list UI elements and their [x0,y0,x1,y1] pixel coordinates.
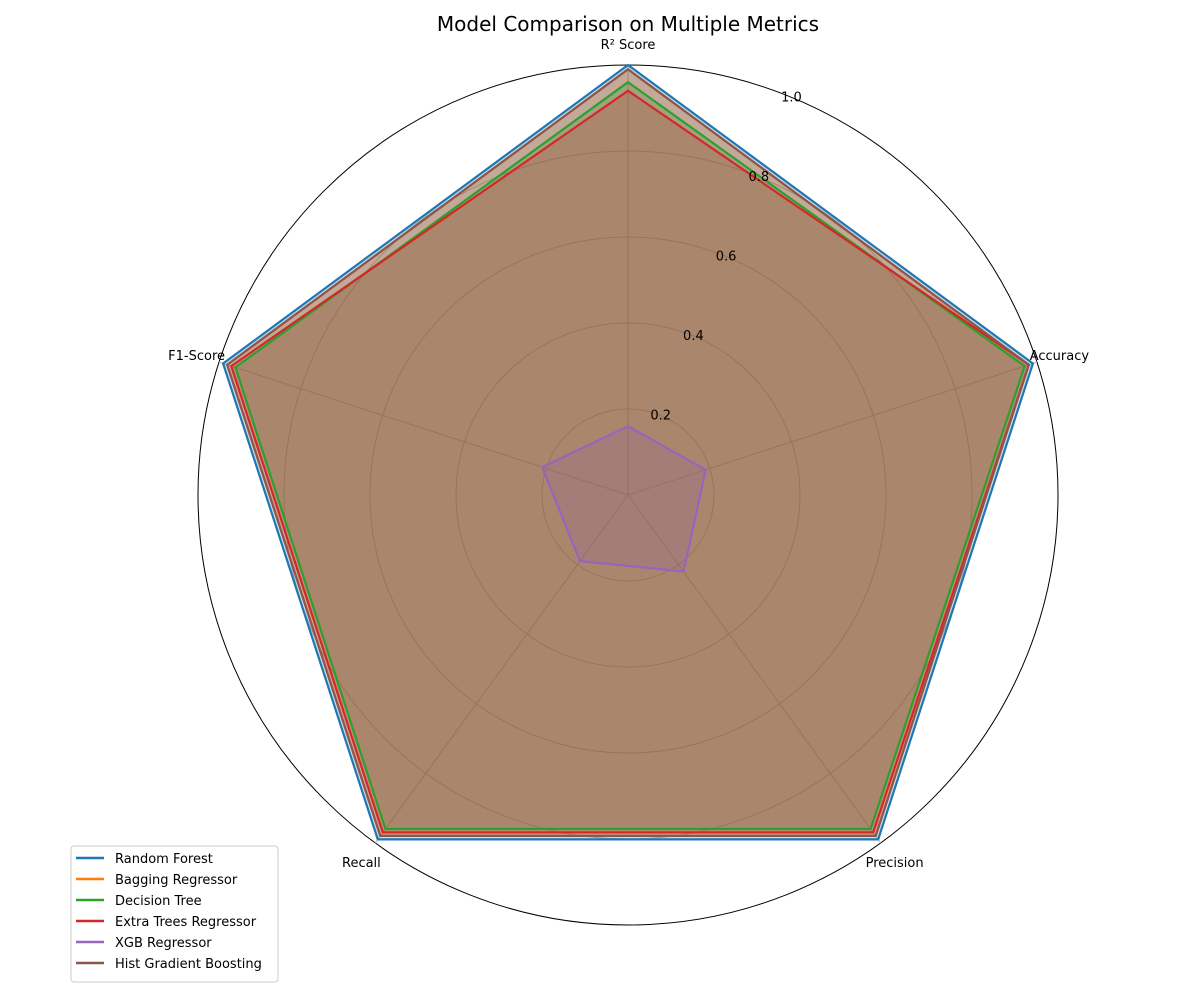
grid-spoke [218,361,629,496]
series-fill [227,69,1029,836]
series-line [222,63,1035,841]
series-line [234,81,1026,831]
axis-label: R² Score [601,38,656,53]
chart-title: Model Comparison on Multiple Metrics [437,12,819,36]
axis-label: Recall [342,856,381,871]
legend: Random Forest Bagging Regressor Decision T… [70,845,279,983]
series-fills [223,65,1033,840]
legend-label: Decision Tree [115,894,202,909]
series-fill [542,426,706,572]
series-line [226,68,1030,838]
legend-label: Bagging Regressor [115,873,238,888]
series-fill [227,69,1029,836]
series-line [540,425,707,573]
grid-spoke [627,494,882,844]
series-line [230,89,1030,834]
legend-label: Random Forest [115,852,213,867]
legend-label: XGB Regressor [115,936,212,951]
radial-tick-label: 0.4 [683,329,704,344]
series-fill [231,90,1029,833]
radial-tick-labels: 0.2 0.4 0.6 0.8 1.0 [650,90,801,423]
series-fill [235,82,1025,829]
grid-spoke [374,494,629,844]
grid-spoke [627,361,1038,496]
axis-label: Accuracy [1030,349,1090,364]
legend-box [70,845,279,983]
radial-tick-label: 0.2 [650,409,671,424]
axis-labels: R² Score Accuracy Precision Recall F1-Score [168,38,1089,871]
axis-label: Precision [866,856,924,871]
radial-tick-label: 0.6 [716,249,737,264]
legend-label: Extra Trees Regressor [115,915,257,930]
series-lines [222,63,1035,841]
legend-label: Hist Gradient Boosting [115,957,262,972]
radial-tick-label: 0.8 [748,170,769,185]
radial-tick-label: 1.0 [781,90,802,105]
axis-label: F1-Score [168,349,225,364]
series-fill [223,65,1033,840]
